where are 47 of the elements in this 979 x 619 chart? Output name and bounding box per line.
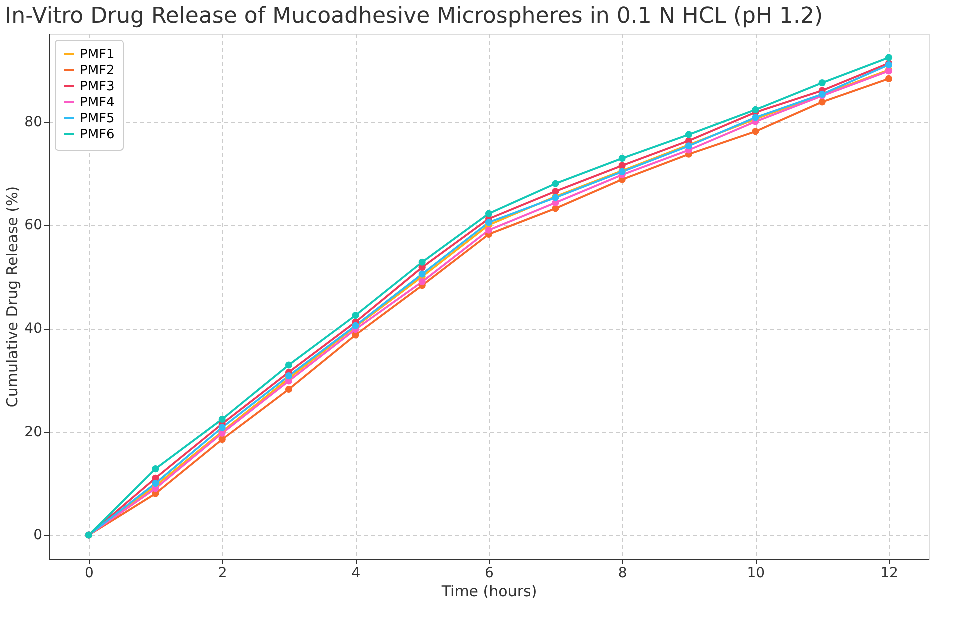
x-tick-label: 4 — [352, 566, 361, 582]
x-tick-label: 2 — [218, 566, 228, 582]
x-tick-label: 0 — [85, 566, 94, 582]
point — [152, 480, 160, 488]
legend-label: PMF2 — [80, 64, 115, 78]
point — [285, 372, 293, 380]
point — [552, 188, 560, 196]
point — [485, 219, 493, 226]
point — [218, 416, 226, 424]
point — [285, 386, 293, 394]
point — [152, 466, 160, 473]
point — [285, 362, 293, 369]
point — [618, 162, 626, 170]
point — [552, 180, 560, 188]
x-tick-label: 10 — [747, 566, 766, 582]
point — [818, 80, 826, 87]
x-tick-label: 6 — [485, 566, 494, 582]
legend-label: PMF3 — [80, 80, 115, 94]
point — [485, 210, 493, 218]
legend-label: PMF1 — [80, 48, 115, 62]
y-axis-title: Cumulative Drug Release (%) — [4, 186, 22, 408]
point — [885, 54, 893, 62]
point — [218, 424, 226, 432]
x-axis-title: Time (hours) — [440, 582, 538, 600]
point — [418, 270, 426, 278]
x-tick-label: 8 — [618, 566, 628, 582]
point — [418, 278, 426, 286]
y-tick-label: 60 — [24, 218, 42, 234]
legend-label: PMF6 — [80, 128, 115, 142]
y-tick-label: 80 — [24, 114, 42, 130]
point — [485, 226, 493, 234]
y-tick-label: 0 — [34, 528, 42, 544]
point — [418, 258, 426, 266]
legend-label: PMF5 — [80, 112, 115, 126]
y-tick-label: 20 — [24, 424, 42, 440]
y-tick-label: 40 — [24, 321, 42, 338]
point — [885, 75, 893, 82]
legend-label: PMF4 — [80, 96, 115, 110]
point — [818, 98, 826, 106]
point — [218, 436, 226, 444]
chart-title: In-Vitro Drug Release of Mucoadhesive Microspheres in 0.1 N HCL (pH 1.2) — [5, 4, 824, 29]
point — [752, 106, 760, 114]
point — [752, 128, 760, 136]
point — [618, 155, 626, 162]
point — [685, 131, 693, 138]
x-tick-label: 12 — [880, 566, 898, 582]
point — [352, 312, 360, 320]
